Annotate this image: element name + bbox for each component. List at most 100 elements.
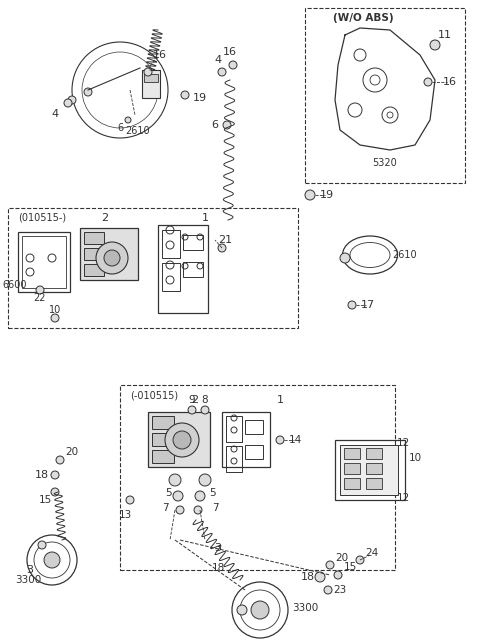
- Text: (W/O ABS): (W/O ABS): [333, 13, 394, 23]
- Text: 15: 15: [343, 562, 357, 572]
- Bar: [158, 225, 208, 313]
- Text: 18: 18: [301, 572, 315, 582]
- Text: 14: 14: [288, 435, 301, 445]
- Circle shape: [36, 286, 44, 294]
- Circle shape: [324, 586, 332, 594]
- Circle shape: [56, 456, 64, 464]
- Text: 16: 16: [153, 50, 167, 60]
- Text: 5: 5: [165, 488, 171, 498]
- Text: 4: 4: [215, 55, 222, 65]
- Text: (-010515): (-010515): [130, 390, 178, 400]
- Bar: [148, 412, 210, 467]
- Circle shape: [173, 491, 183, 501]
- Bar: [366, 463, 382, 474]
- Bar: [80, 228, 138, 280]
- Text: 3300: 3300: [15, 575, 41, 585]
- Text: 5320: 5320: [372, 158, 397, 168]
- Text: 9: 9: [189, 395, 195, 405]
- Bar: [340, 445, 398, 495]
- Bar: [226, 446, 242, 472]
- Text: 5: 5: [209, 488, 216, 498]
- Circle shape: [64, 99, 72, 107]
- Bar: [162, 230, 180, 258]
- Text: 20: 20: [65, 447, 79, 457]
- Circle shape: [340, 253, 350, 263]
- Circle shape: [51, 471, 59, 479]
- Circle shape: [229, 61, 237, 69]
- Text: 1: 1: [276, 395, 284, 405]
- Circle shape: [348, 301, 356, 309]
- Circle shape: [68, 96, 76, 104]
- Text: 7: 7: [162, 503, 168, 513]
- Circle shape: [223, 121, 231, 129]
- Bar: [222, 412, 270, 467]
- Text: 3300: 3300: [292, 603, 318, 613]
- Circle shape: [199, 474, 211, 486]
- Bar: [22, 236, 66, 288]
- Text: 13: 13: [119, 510, 132, 520]
- Text: 16: 16: [443, 77, 457, 87]
- Circle shape: [176, 506, 184, 514]
- Text: 23: 23: [334, 585, 347, 595]
- Text: 18: 18: [211, 563, 225, 573]
- Bar: [18, 232, 70, 292]
- Circle shape: [195, 491, 205, 501]
- Circle shape: [96, 242, 128, 274]
- Bar: [245, 445, 263, 459]
- Circle shape: [218, 244, 226, 252]
- Text: 3: 3: [26, 565, 34, 575]
- Circle shape: [251, 601, 269, 619]
- Circle shape: [165, 423, 199, 457]
- Text: 7: 7: [212, 503, 218, 513]
- Circle shape: [430, 40, 440, 50]
- Text: (010515-): (010515-): [18, 213, 66, 223]
- Bar: [152, 433, 174, 446]
- Bar: [84, 248, 104, 260]
- Bar: [366, 448, 382, 459]
- Text: 6: 6: [117, 123, 123, 133]
- Bar: [120, 385, 395, 570]
- Circle shape: [188, 406, 196, 414]
- Circle shape: [334, 571, 342, 579]
- Bar: [142, 70, 160, 98]
- Circle shape: [173, 431, 191, 449]
- Bar: [305, 8, 465, 183]
- Bar: [8, 208, 298, 328]
- Text: 12: 12: [396, 493, 409, 503]
- Circle shape: [237, 605, 247, 615]
- Bar: [245, 420, 263, 434]
- Bar: [183, 262, 203, 277]
- Bar: [144, 74, 158, 82]
- Circle shape: [194, 506, 202, 514]
- Circle shape: [126, 496, 134, 504]
- Text: 8: 8: [202, 395, 208, 405]
- Text: 2610: 2610: [126, 126, 150, 136]
- Text: 20: 20: [336, 553, 348, 563]
- Text: 2610: 2610: [393, 250, 417, 260]
- Circle shape: [276, 436, 284, 444]
- Circle shape: [424, 78, 432, 86]
- Text: 4: 4: [51, 109, 59, 119]
- Text: 19: 19: [193, 93, 207, 103]
- Circle shape: [201, 406, 209, 414]
- Circle shape: [315, 572, 325, 582]
- Text: 10: 10: [49, 305, 61, 315]
- Circle shape: [218, 68, 226, 76]
- Text: 24: 24: [365, 548, 379, 558]
- Bar: [84, 264, 104, 276]
- Circle shape: [51, 314, 59, 322]
- Text: 6: 6: [212, 120, 218, 130]
- Circle shape: [144, 68, 152, 76]
- Bar: [335, 440, 405, 500]
- Bar: [84, 232, 104, 244]
- Circle shape: [125, 117, 131, 123]
- Text: 3: 3: [215, 543, 221, 553]
- Bar: [344, 463, 360, 474]
- Circle shape: [169, 474, 181, 486]
- Text: 2: 2: [101, 213, 108, 223]
- Bar: [226, 416, 242, 442]
- Bar: [152, 416, 174, 429]
- Circle shape: [44, 552, 60, 568]
- Text: 10: 10: [408, 453, 421, 463]
- Circle shape: [356, 556, 364, 564]
